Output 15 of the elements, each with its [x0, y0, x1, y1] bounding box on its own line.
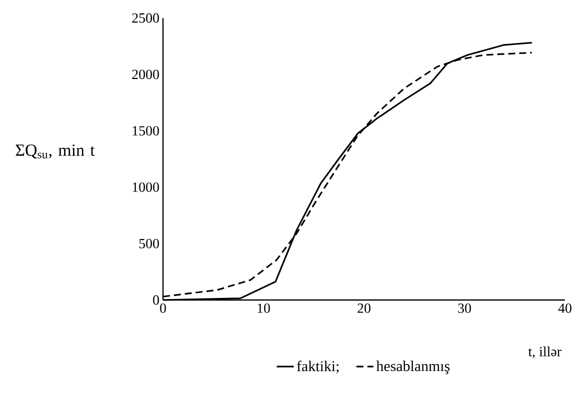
y-tick-label: 1500 — [132, 126, 159, 136]
y-tick-label: 0 — [153, 295, 159, 305]
y-tick-label: 500 — [139, 238, 159, 248]
y-tick-label: 2500 — [132, 13, 159, 23]
x-tick-label: 0 — [160, 304, 166, 313]
x-tick-label: 20 — [358, 304, 370, 313]
legend-label: faktiki; — [296, 360, 339, 374]
x-tick-label: 40 — [558, 304, 572, 313]
y-tick-label: 2000 — [132, 70, 159, 80]
x-tick-label: 10 — [258, 304, 270, 313]
y-tick-label: 1000 — [132, 182, 159, 192]
x-tick-label: 30 — [458, 304, 471, 313]
legend-label: hesablanmış — [376, 360, 450, 374]
x-axis-title: t, illər — [528, 346, 562, 358]
y-axis-title: ΣQ$_{su}$, min t — [16, 144, 95, 158]
